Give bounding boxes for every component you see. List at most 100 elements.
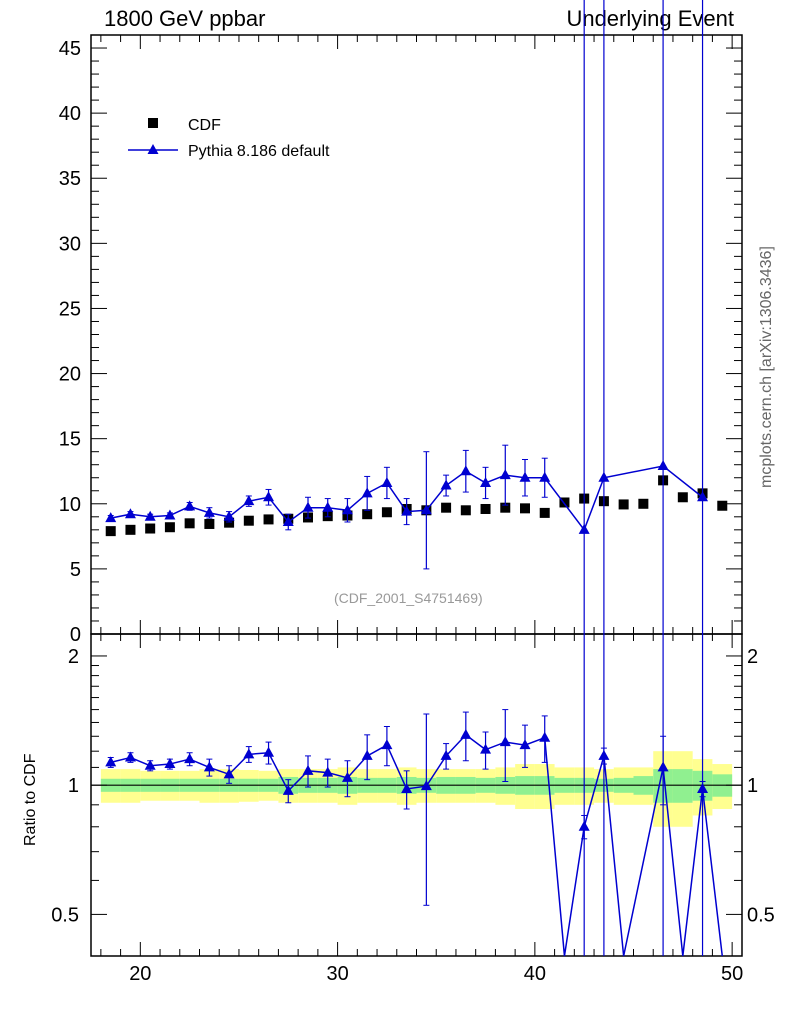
ratio-data-point [440, 749, 452, 760]
mc-data-point [105, 512, 117, 523]
ratio-data-point [480, 743, 492, 754]
ratio-data-point [381, 739, 393, 750]
mc-data-point [519, 471, 531, 482]
mc-data-point [539, 471, 551, 482]
ratio-y-tick-label-right: 0.5 [747, 904, 775, 926]
mc-data-point [124, 508, 136, 519]
mc-data-point [440, 479, 452, 490]
main-y-tick-label: 25 [59, 298, 81, 320]
cdf-data-point [184, 518, 195, 529]
mc-data-point [480, 476, 492, 487]
mc-data-point [223, 510, 235, 521]
mc-data-point [282, 516, 294, 527]
cdf-data-point [125, 524, 136, 535]
ratio-data-point [460, 728, 472, 739]
cdf-data-point [480, 503, 491, 514]
ratio-data-point [223, 768, 235, 779]
mc-data-point [164, 509, 176, 520]
x-tick-label: 30 [326, 963, 348, 985]
ratio-data-point [539, 731, 551, 742]
legend-label-mc: Pythia 8.186 default [188, 143, 330, 160]
main-y-tick-label: 35 [59, 168, 81, 190]
cdf-data-point [441, 502, 452, 513]
legend-label-cdf: CDF [188, 117, 221, 134]
cdf-data-point [145, 523, 156, 534]
mc-data-point [144, 510, 156, 521]
ratio-y-tick-label: 2 [68, 646, 79, 668]
ratio-data-point [420, 780, 432, 791]
ratio-data-point [105, 756, 117, 767]
cdf-data-point [362, 509, 373, 520]
ratio-data-point [243, 748, 255, 759]
mc-data-point [381, 476, 393, 487]
main-y-tick-label: 0 [70, 624, 81, 646]
cdf-data-point [381, 507, 392, 518]
cdf-data-point [460, 505, 471, 516]
ratio-data-point [499, 736, 511, 747]
mc-data-point [578, 523, 590, 534]
ratio-band-inner [672, 769, 693, 803]
plot-title-left: 1800 GeV ppbar [104, 6, 266, 31]
ratio-data-point [322, 766, 334, 777]
x-tick-label: 50 [721, 963, 743, 985]
main-y-tick-label: 30 [59, 233, 81, 255]
analysis-reference-tag: (CDF_2001_S4751469) [334, 590, 483, 606]
ratio-data-point [401, 782, 413, 793]
x-tick-label: 20 [129, 963, 151, 985]
mc-data-point [420, 504, 432, 515]
cdf-data-point [638, 498, 649, 509]
main-y-tick-label: 45 [59, 38, 81, 60]
ratio-data-point [164, 758, 176, 769]
cdf-data-point [105, 526, 116, 537]
main-y-tick-label: 20 [59, 364, 81, 386]
mc-data-point [302, 501, 314, 512]
main-y-tick-label: 10 [59, 494, 81, 516]
legend-marker-mc [147, 144, 159, 154]
mc-data-point [499, 469, 511, 480]
ratio-data-point [341, 771, 353, 782]
ratio-y-tick-label-right: 2 [747, 646, 758, 668]
main-y-tick-label: 5 [70, 559, 81, 581]
cdf-data-point [204, 518, 215, 529]
mc-data-point [341, 504, 353, 515]
ratio-data-point [302, 764, 314, 775]
mc-data-point [263, 491, 275, 502]
ratio-y-tick-label: 0.5 [51, 904, 79, 926]
cdf-data-point [164, 522, 175, 533]
cdf-data-point [243, 515, 254, 526]
x-tick-label: 40 [524, 963, 546, 985]
mc-data-point [657, 460, 669, 471]
mc-data-point [184, 500, 196, 511]
ratio-data-point [144, 759, 156, 770]
cdf-data-point [559, 497, 570, 508]
ratio-data-point [184, 753, 196, 764]
cdf-data-point [677, 492, 688, 503]
cdf-data-point [520, 503, 530, 514]
ratio-y-tick-label-right: 1 [747, 775, 758, 797]
main-y-tick-label: 40 [59, 103, 81, 125]
mc-data-point [361, 487, 373, 498]
mc-data-point [598, 471, 610, 482]
mc-data-point [203, 506, 215, 517]
ratio-data-point [203, 761, 215, 772]
ratio-data-point [124, 751, 136, 762]
plot-title-right: Underlying Event [566, 6, 734, 31]
mc-data-point [697, 491, 709, 502]
cdf-data-point [500, 502, 511, 513]
mc-data-point [401, 505, 413, 516]
ratio-data-point [519, 739, 531, 750]
mc-data-point [322, 501, 334, 512]
mc-data-point [243, 495, 255, 506]
main-y-tick-label: 15 [59, 429, 81, 451]
cdf-data-point [618, 499, 629, 510]
legend-marker-cdf [148, 118, 158, 128]
ratio-data-point [361, 749, 373, 760]
ratio-data-point [282, 784, 294, 795]
ratio-data-point [263, 746, 275, 757]
cdf-data-point [539, 507, 550, 518]
cdf-data-point [263, 514, 274, 525]
cdf-data-point [224, 517, 235, 528]
mc-data-point [460, 465, 472, 476]
ratio-y-tick-label: 1 [68, 775, 79, 797]
